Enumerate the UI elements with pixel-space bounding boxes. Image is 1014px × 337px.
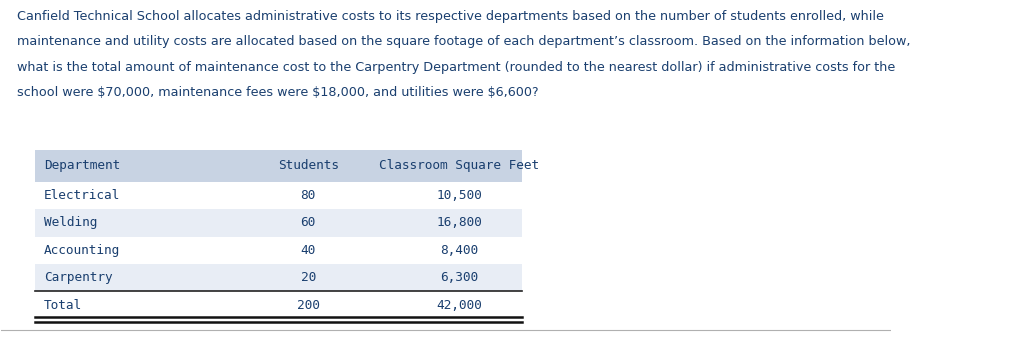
Text: Students: Students bbox=[278, 159, 339, 173]
Text: 20: 20 bbox=[300, 271, 316, 284]
Text: what is the total amount of maintenance cost to the Carpentry Department (rounde: what is the total amount of maintenance … bbox=[17, 61, 895, 73]
Text: Welding: Welding bbox=[44, 216, 97, 229]
Text: 40: 40 bbox=[300, 244, 316, 257]
Text: 60: 60 bbox=[300, 216, 316, 229]
Text: maintenance and utility costs are allocated based on the square footage of each : maintenance and utility costs are alloca… bbox=[17, 35, 911, 48]
Bar bbox=[35, 150, 522, 182]
Text: 8,400: 8,400 bbox=[440, 244, 479, 257]
Text: 6,300: 6,300 bbox=[440, 271, 479, 284]
Text: Electrical: Electrical bbox=[44, 189, 121, 202]
Text: Classroom Square Feet: Classroom Square Feet bbox=[379, 159, 539, 173]
Bar bbox=[35, 292, 522, 319]
Bar bbox=[35, 237, 522, 264]
Text: 16,800: 16,800 bbox=[437, 216, 483, 229]
Text: Department: Department bbox=[44, 159, 121, 173]
Text: Canfield Technical School allocates administrative costs to its respective depar: Canfield Technical School allocates admi… bbox=[17, 10, 884, 23]
Bar bbox=[35, 182, 522, 209]
Text: Accounting: Accounting bbox=[44, 244, 121, 257]
Bar bbox=[35, 209, 522, 237]
Text: Carpentry: Carpentry bbox=[44, 271, 113, 284]
Text: 10,500: 10,500 bbox=[437, 189, 483, 202]
Text: Total: Total bbox=[44, 299, 82, 312]
Text: 200: 200 bbox=[297, 299, 319, 312]
Text: 42,000: 42,000 bbox=[437, 299, 483, 312]
Text: 80: 80 bbox=[300, 189, 316, 202]
Bar bbox=[35, 264, 522, 292]
Text: school were $70,000, maintenance fees were $18,000, and utilities were $6,600?: school were $70,000, maintenance fees we… bbox=[17, 86, 539, 99]
